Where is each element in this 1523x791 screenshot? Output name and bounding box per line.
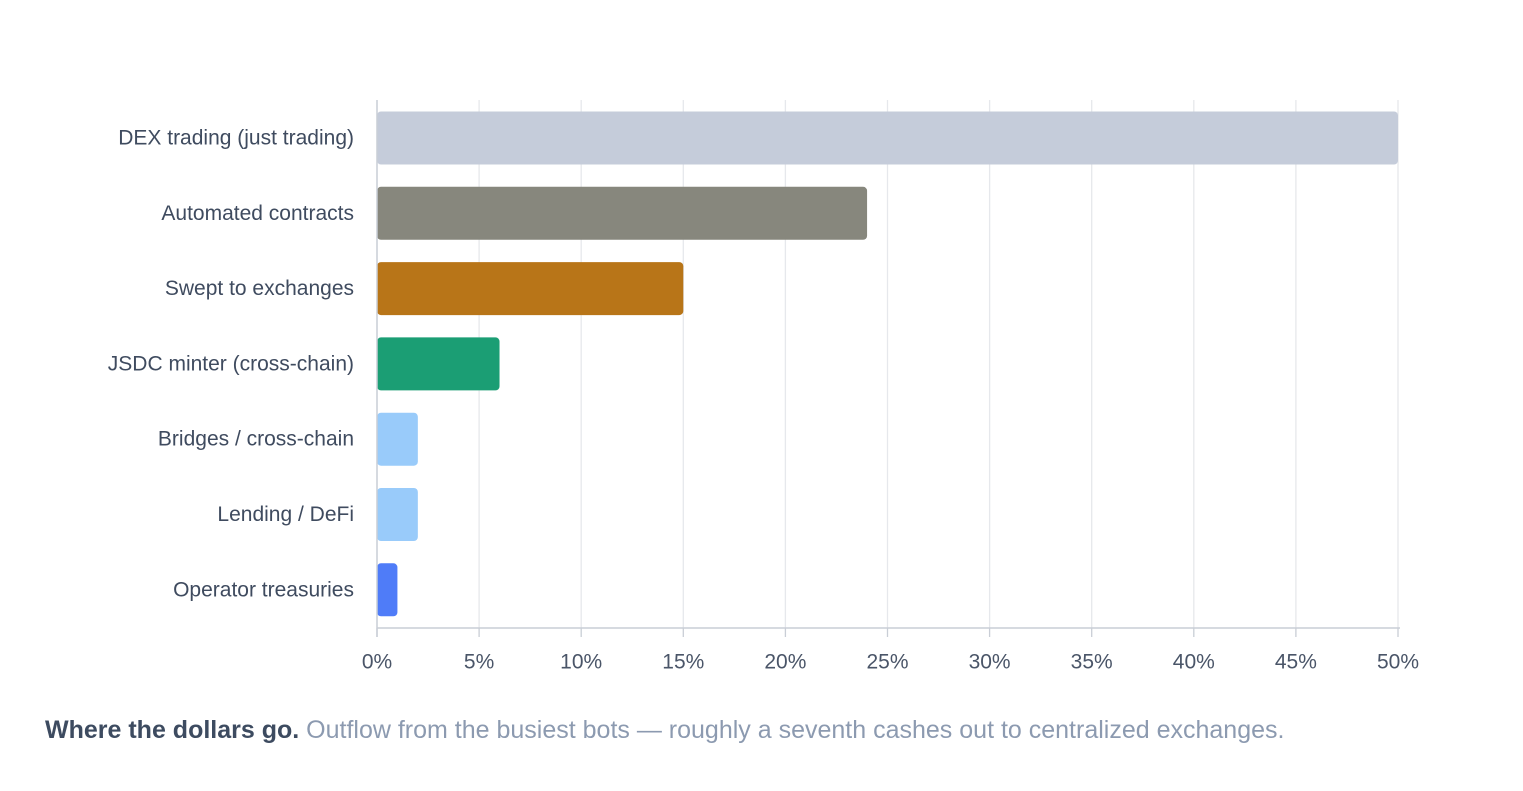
x-tick-label-45: 45% <box>1275 651 1317 674</box>
caption-text: Outflow from the busiest bots — roughly … <box>306 716 1285 744</box>
category-label-2: Swept to exchanges <box>165 277 354 300</box>
x-tick-label-50: 50% <box>1377 651 1419 674</box>
category-label-0: DEX trading (just trading) <box>118 127 354 150</box>
bar-2 <box>377 262 684 316</box>
bar-0 <box>377 111 1398 165</box>
bar-1 <box>377 186 868 240</box>
x-tick-label-35: 35% <box>1071 651 1113 674</box>
chart-caption: Where the dollars go. Outflow from the b… <box>45 716 1284 745</box>
x-tick-label-0: 0% <box>362 651 392 674</box>
x-tick-label-5: 5% <box>464 651 494 674</box>
x-tick-label-10: 10% <box>560 651 602 674</box>
category-label-4: Bridges / cross-chain <box>158 428 354 451</box>
x-tick-label-30: 30% <box>969 651 1011 674</box>
caption-title: Where the dollars go. <box>45 716 300 744</box>
category-label-6: Operator treasuries <box>173 578 354 601</box>
x-tick-label-15: 15% <box>662 651 704 674</box>
category-label-1: Automated contracts <box>161 202 354 225</box>
x-tick-label-25: 25% <box>866 651 908 674</box>
category-label-5: Lending / DeFi <box>217 503 354 526</box>
bar-6 <box>377 563 398 617</box>
bar-3 <box>377 337 500 391</box>
x-tick-label-20: 20% <box>764 651 806 674</box>
bar-4 <box>377 412 418 466</box>
category-label-3: JSDC minter (cross-chain) <box>108 352 354 375</box>
x-tick-label-40: 40% <box>1173 651 1215 674</box>
bar-5 <box>377 488 418 541</box>
